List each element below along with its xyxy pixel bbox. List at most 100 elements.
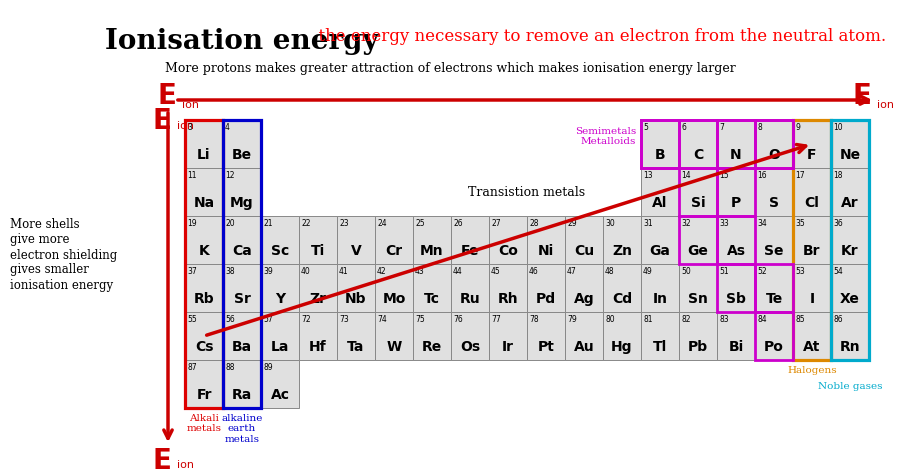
Text: O: O [768,148,780,162]
Text: Nb: Nb [346,292,367,306]
Text: 86: 86 [833,315,842,324]
Bar [375,264,413,312]
Text: 43: 43 [415,267,425,276]
Text: Co: Co [498,244,518,258]
Bar [261,264,299,312]
Text: 41: 41 [339,267,348,276]
Bar [185,168,223,216]
Text: ion: ion [877,100,894,110]
Bar [527,216,565,264]
Bar [831,120,869,360]
Text: Y: Y [274,292,285,306]
Bar [299,216,337,264]
Bar [717,264,755,312]
Text: F: F [807,148,817,162]
Text: 19: 19 [187,219,196,228]
Text: 24: 24 [377,219,387,228]
Bar [641,168,679,216]
Bar [793,168,831,216]
Text: Li: Li [197,148,211,162]
Text: 45: 45 [491,267,500,276]
Text: Mo: Mo [382,292,406,306]
Text: Fe: Fe [461,244,479,258]
Text: 89: 89 [263,363,273,372]
Text: 47: 47 [567,267,577,276]
Text: the energy necessary to remove an electron from the neutral atom.: the energy necessary to remove an electr… [308,28,886,45]
Text: 83: 83 [719,315,729,324]
Bar [755,312,793,360]
Text: $\mathbf{E}$: $\mathbf{E}$ [852,83,871,110]
Text: Ge: Ge [688,244,708,258]
Text: Hf: Hf [310,340,327,354]
Bar [489,264,527,312]
Text: Ionisation energy: Ionisation energy [105,28,379,55]
Bar [755,264,793,312]
Text: Sr: Sr [234,292,250,306]
Text: 42: 42 [377,267,387,276]
Text: Sn: Sn [688,292,708,306]
Bar [793,312,831,360]
Text: 74: 74 [377,315,387,324]
Text: 29: 29 [567,219,577,228]
Bar [261,360,299,408]
Bar [375,312,413,360]
Text: Cd: Cd [612,292,632,306]
Text: 34: 34 [757,219,767,228]
Bar [717,168,755,216]
Bar [413,216,451,264]
Text: Rb: Rb [194,292,214,306]
Text: 54: 54 [833,267,842,276]
Bar [451,312,489,360]
Bar [223,168,261,216]
Text: 87: 87 [187,363,196,372]
Bar [717,264,755,312]
Text: 56: 56 [225,315,235,324]
Text: 27: 27 [491,219,500,228]
Bar [527,264,565,312]
Bar [755,312,793,360]
Text: 25: 25 [415,219,425,228]
Text: 75: 75 [415,315,425,324]
Bar [603,264,641,312]
Text: Cr: Cr [385,244,402,258]
Text: 72: 72 [301,315,310,324]
Bar [755,120,793,168]
Text: Semimetals
Metalloids: Semimetals Metalloids [575,127,636,146]
Bar [679,216,717,264]
Text: 22: 22 [301,219,310,228]
Text: Pb: Pb [688,340,708,354]
Text: 80: 80 [605,315,615,324]
Bar [717,120,755,168]
Text: Ag: Ag [573,292,594,306]
Bar [793,120,831,360]
Bar [717,312,755,360]
Bar [717,216,755,264]
Text: 39: 39 [263,267,273,276]
Text: 11: 11 [187,171,196,180]
Bar [831,264,869,312]
Text: S: S [769,196,779,210]
Text: Se: Se [764,244,784,258]
Bar [603,312,641,360]
Text: Cu: Cu [574,244,594,258]
Text: Transistion metals: Transistion metals [468,186,586,199]
Text: Zr: Zr [310,292,327,306]
Text: Hg: Hg [611,340,633,354]
Text: Rh: Rh [498,292,518,306]
Text: N: N [730,148,742,162]
Text: At: At [804,340,821,354]
Text: 3: 3 [187,123,192,132]
Text: 37: 37 [187,267,197,276]
Text: Ac: Ac [271,388,290,402]
Text: 5: 5 [643,123,648,132]
Text: V: V [351,244,362,258]
Bar [223,216,261,264]
Text: Rn: Rn [840,340,860,354]
Text: In: In [652,292,668,306]
Bar [755,216,793,264]
Text: 76: 76 [453,315,463,324]
Bar [679,120,717,168]
Text: 17: 17 [795,171,805,180]
Bar [641,120,679,168]
Text: ion: ion [177,460,194,470]
